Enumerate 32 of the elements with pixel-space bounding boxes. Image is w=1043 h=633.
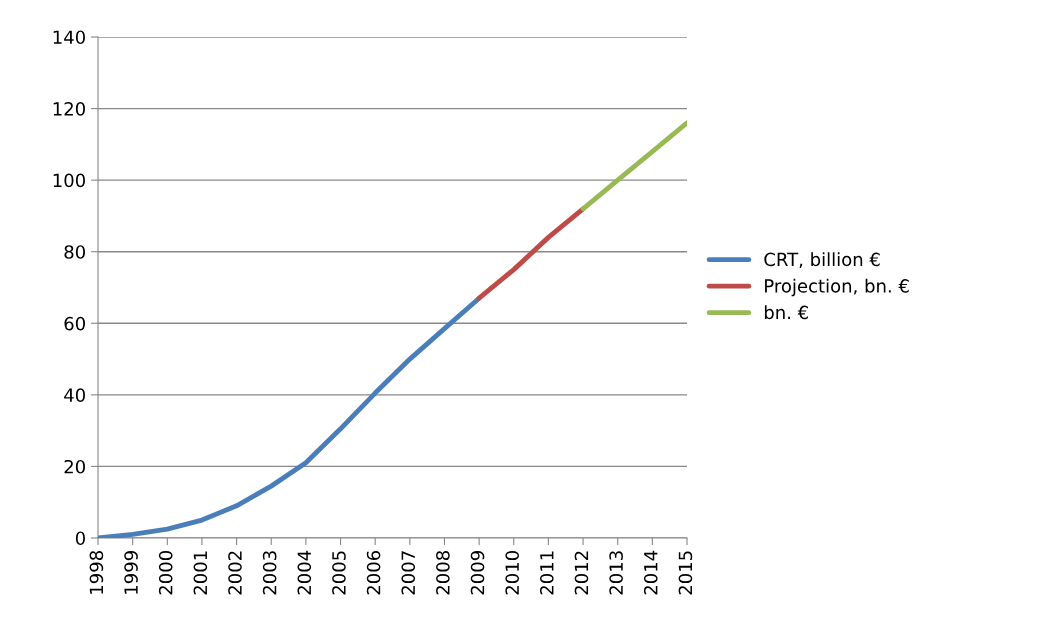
x-tick-label: 2006 [366, 550, 381, 595]
legend-label: CRT, billion € [764, 252, 880, 269]
y-tick-label: 40 [64, 388, 85, 402]
x-tick-label: 2002 [228, 551, 242, 595]
y-tick-label: 100 [53, 173, 85, 188]
line-series [580, 120, 687, 212]
y-tick-label: 80 [64, 245, 85, 259]
x-tick-label: 1999 [124, 551, 138, 594]
x-tick-label: 2003 [262, 551, 277, 595]
x-tick-label: 2009 [470, 551, 485, 595]
x-tick-label: 2000 [158, 551, 173, 595]
y-tick-label: 0 [75, 531, 85, 546]
x-tick-label: 2014 [643, 550, 658, 595]
y-tick-label: 140 [53, 30, 85, 45]
x-tick-label: 2001 [193, 551, 208, 595]
x-tick-label: 2011 [539, 551, 554, 595]
line-series [476, 206, 586, 301]
x-tick-label: 2005 [332, 551, 346, 595]
x-tick-label: 2010 [505, 551, 519, 595]
y-tick-label: 120 [53, 102, 85, 116]
legend-label: bn. € [764, 305, 808, 320]
x-tick-label: 2013 [609, 551, 623, 595]
x-tick-label: 2012 [574, 551, 589, 595]
y-tick-label: 60 [64, 316, 85, 331]
legend-label: Projection, bn. € [765, 278, 909, 297]
x-tick-label: 1998 [89, 551, 104, 594]
y-tick-label: 20 [64, 459, 85, 474]
x-tick-label: 2015 [678, 551, 693, 595]
x-tick-label: 2007 [401, 551, 416, 595]
x-tick-label: 2004 [297, 550, 312, 595]
x-tick-label: 2008 [436, 551, 450, 595]
line-series [98, 295, 482, 538]
